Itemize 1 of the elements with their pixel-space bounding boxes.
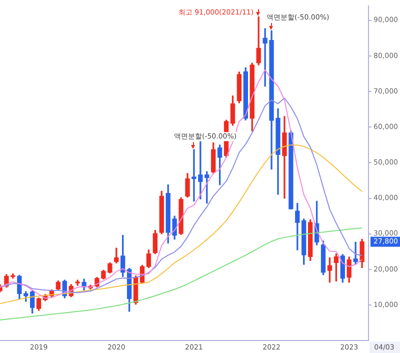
candlestick [353, 242, 358, 265]
